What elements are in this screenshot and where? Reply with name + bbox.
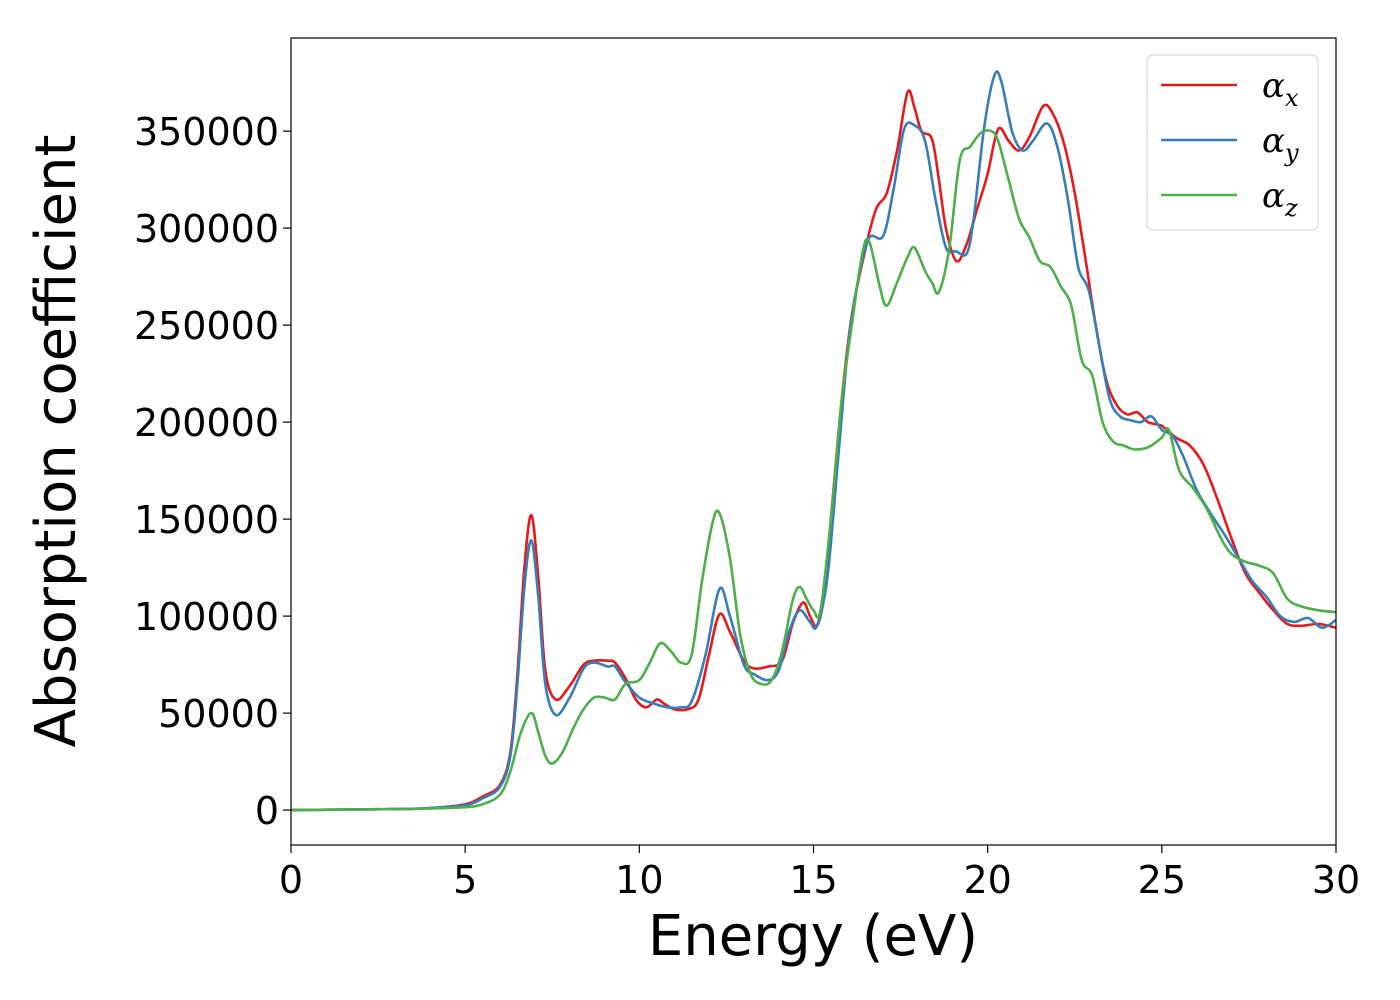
x-tick-label: 10 [615,858,663,902]
x-axis: 0 5 10 15 20 25 30 [279,845,1360,902]
x-axis-label: Energy (eV) [648,904,978,969]
y-axis: 0 50000 100000 150000 200000 250000 300000 3500… [134,110,291,833]
y-tick-label: 0 [255,789,279,833]
x-tick-label: 15 [789,858,837,902]
y-tick-label: 50000 [158,692,279,736]
x-tick-label: 5 [453,858,477,902]
y-tick-label: 100000 [134,595,279,639]
y-axis-label: Absorption coefficient [24,135,89,748]
y-tick-label: 300000 [134,207,279,251]
y-tick-label: 200000 [134,401,279,445]
x-tick-label: 20 [963,858,1011,902]
series-line-alpha-z [291,129,1336,812]
series-line-alpha-y [291,70,1336,812]
y-tick-label: 150000 [134,498,279,542]
series-lines [291,70,1336,812]
x-tick-label: 30 [1312,858,1360,902]
y-tick-label: 350000 [134,110,279,154]
legend-box [1146,54,1319,231]
y-tick-label: 250000 [134,304,279,348]
x-tick-label: 25 [1138,858,1186,902]
x-tick-label: 0 [279,858,303,902]
